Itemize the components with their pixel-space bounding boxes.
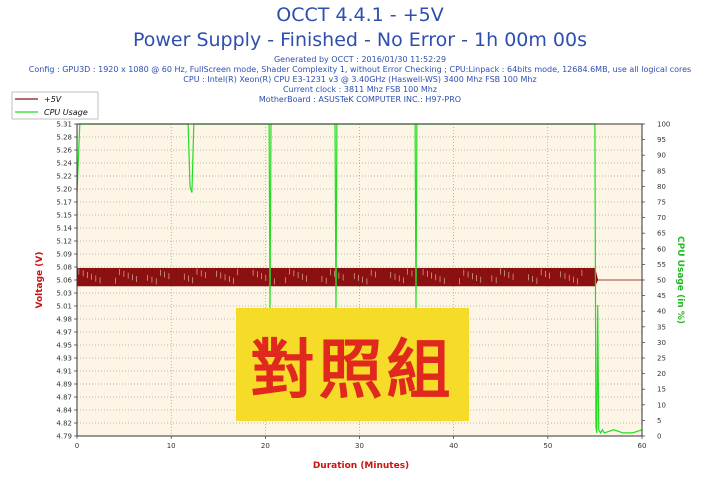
y2-tick-label: 65: [657, 230, 666, 238]
y2-tick-label: 5: [657, 417, 661, 425]
y2-tick-label: 35: [657, 323, 666, 331]
series-cpu-line: [76, 123, 643, 435]
generated-line: Generated by OCCT : 2016/01/30 11:52:29: [273, 55, 447, 64]
y-tick-label: 4.79: [56, 433, 72, 441]
y-tick-label: 4.82: [56, 420, 72, 428]
y2-tick-label: 40: [657, 308, 666, 316]
y-tick-label: 5.24: [56, 160, 72, 168]
y-tick-label: 5.22: [56, 173, 72, 181]
x-tick-label: 10: [167, 442, 176, 450]
x-tick-label: 0: [75, 442, 79, 450]
y2-tick-label: 30: [657, 339, 666, 347]
y-axis-label: Voltage (V): [35, 252, 45, 309]
y-tick-label: 4.95: [56, 342, 72, 350]
y-tick-label: 5.06: [56, 277, 72, 285]
series-voltage-band: [76, 268, 642, 287]
ticks: 5.31 5.28 5.26 5.24 5.22 5.20 5.17 5.15 5.14 5.12…: [56, 121, 670, 451]
y2-tick-label: 0: [657, 433, 661, 441]
y2-tick-label: 60: [657, 245, 666, 253]
chart-title: OCCT 4.4.1 - +5V: [276, 4, 444, 26]
y2-tick-label: 80: [657, 183, 666, 191]
y-tick-label: 4.98: [56, 316, 72, 324]
legend: +5V CPU Usage: [11, 91, 99, 120]
x-tick-label: 50: [543, 442, 552, 450]
y-tick-label: 5.14: [56, 225, 72, 233]
y2-tick-label: 15: [657, 386, 666, 394]
x-tick-label: 30: [355, 442, 364, 450]
chart-subtitle: Power Supply - Finished - No Error - 1h …: [132, 29, 588, 51]
y2-tick-label: 45: [657, 292, 666, 300]
y-tick-label: 5.01: [56, 303, 72, 311]
y-tick-label: 4.97: [56, 329, 72, 337]
series-voltage-streaks: [78, 268, 583, 285]
y-tick-label: 5.03: [56, 290, 72, 298]
watermark-stamp: 對照組: [236, 308, 469, 421]
x-axis-label: Duration (Minutes): [313, 461, 409, 471]
y2-tick-label: 50: [657, 277, 666, 285]
legend-label-cpu: CPU Usage: [44, 108, 88, 117]
y2-tick-label: 100: [657, 121, 670, 129]
y-tick-label: 5.26: [56, 147, 72, 155]
motherboard-line: MotherBoard : ASUSTeK COMPUTER INC.: H97…: [258, 95, 462, 104]
y2-tick-label: 20: [657, 370, 666, 378]
y-tick-label: 5.31: [56, 121, 72, 129]
y-tick-label: 5.28: [56, 134, 72, 142]
y-tick-label: 4.84: [56, 407, 72, 415]
clock-line: Current clock : 3811 Mhz FSB 100 Mhz: [282, 85, 438, 94]
config-line: Config : GPU3D : 1920 x 1080 @ 60 Hz, Fu…: [28, 65, 692, 74]
y-tick-label: 4.93: [56, 355, 72, 363]
y2-tick-label: 55: [657, 261, 666, 269]
x-tick-label: 20: [261, 442, 270, 450]
series-layer: [76, 123, 643, 435]
x-tick-label: 60: [638, 442, 647, 450]
x-tick-label: 40: [449, 442, 458, 450]
y2-tick-label: 90: [657, 152, 666, 160]
y-tick-label: 5.08: [56, 264, 72, 272]
y-tick-label: 5.20: [56, 186, 72, 194]
y2-tick-label: 85: [657, 167, 666, 175]
y-tick-label: 4.87: [56, 394, 72, 402]
y-tick-label: 5.12: [56, 238, 72, 246]
y2-tick-label: 25: [657, 355, 666, 363]
y-tick-label: 5.09: [56, 251, 72, 259]
y2-tick-label: 95: [657, 136, 666, 144]
y-tick-label: 5.15: [56, 212, 72, 220]
y2-tick-label: 70: [657, 214, 666, 222]
y2-tick-label: 10: [657, 401, 666, 409]
y2-tick-label: 75: [657, 199, 666, 207]
y-tick-label: 4.91: [56, 368, 72, 376]
y-tick-label: 5.17: [56, 199, 72, 207]
legend-box: [11, 91, 99, 120]
cpu-line: CPU : Intel(R) Xeon(R) CPU E3-1231 v3 @ …: [183, 75, 537, 84]
legend-label-voltage: +5V: [44, 95, 62, 104]
y-tick-label: 4.89: [56, 381, 72, 389]
y2-axis-label: CPU Usage (in %): [675, 236, 685, 324]
